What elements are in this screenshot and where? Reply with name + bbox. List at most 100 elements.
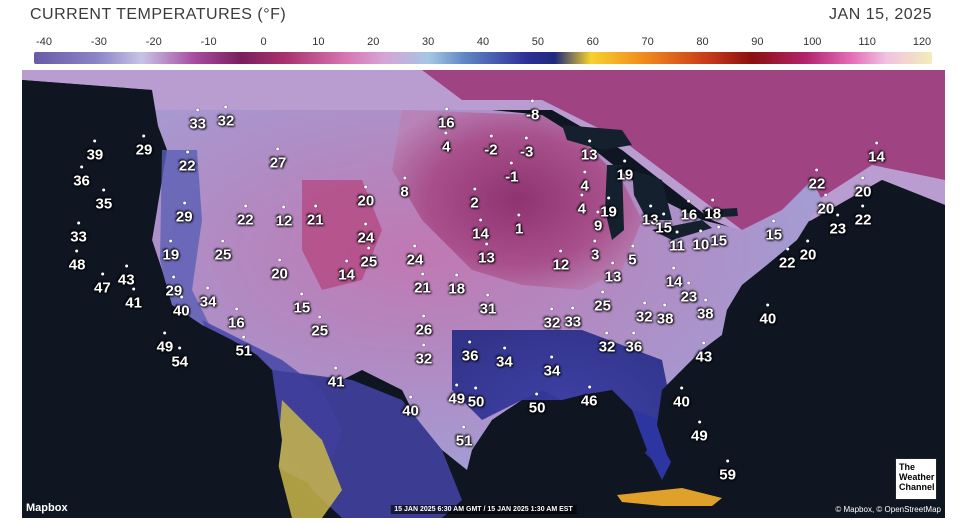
city-temperature-label[interactable]: 41	[125, 287, 142, 312]
city-temperature-label[interactable]: 13	[478, 242, 495, 267]
city-temperature-label[interactable]: 18	[704, 198, 721, 222]
city-temperature-label[interactable]: 36	[626, 331, 642, 355]
temperature-map[interactable]: 39 29 33 32 22 36 35 29 27 22 12 21 20 8 33 48 19 25 24 25 2…	[22, 70, 945, 518]
city-temperature-label[interactable]: 36	[462, 340, 478, 364]
city-temperature-label[interactable]: 21	[307, 204, 324, 228]
city-temperature-label[interactable]: 50	[529, 392, 545, 417]
city-temperature-label[interactable]: 25	[215, 239, 231, 264]
city-temperature-label[interactable]: 9	[594, 210, 602, 235]
city-temperature-label[interactable]: 20	[358, 185, 374, 210]
city-temperature-label[interactable]: 22	[809, 168, 825, 193]
city-temperature-label[interactable]: 48	[69, 249, 85, 273]
city-temperature-label[interactable]: 51	[456, 425, 472, 449]
city-temperature-label[interactable]: 25	[361, 246, 377, 270]
city-temperature-label[interactable]: 20	[855, 176, 871, 201]
city-temperature-label[interactable]: 47	[94, 272, 111, 296]
city-temperature-label[interactable]: 13	[642, 204, 659, 228]
city-temperature-label[interactable]: 40	[759, 303, 776, 327]
city-temperature-label[interactable]: 32	[218, 105, 234, 129]
city-temperature-label[interactable]: 15	[294, 292, 310, 316]
city-temperature-label[interactable]: 11	[669, 230, 685, 255]
city-temperature-label[interactable]: 24	[358, 222, 374, 247]
city-temperature-label[interactable]: 34	[200, 286, 216, 310]
city-temperature-label[interactable]: 18	[448, 273, 465, 298]
city-temperature-label[interactable]: 38	[697, 298, 714, 323]
city-temperature-label[interactable]: 22	[779, 247, 796, 272]
city-temperature-label[interactable]: 12	[553, 249, 569, 273]
city-temperature-label[interactable]: 32	[599, 331, 615, 355]
city-temperature-label[interactable]: -8	[526, 99, 539, 123]
mapbox-attribution-logo[interactable]: Mapbox	[26, 502, 68, 514]
city-temperature-label[interactable]: 25	[594, 290, 611, 315]
map-attribution[interactable]: © Mapbox, © OpenStreetMap	[835, 505, 941, 514]
city-temperature-label[interactable]: 20	[271, 258, 288, 282]
city-temperature-label[interactable]: 43	[695, 341, 712, 366]
city-temperature-label[interactable]: 50	[468, 386, 484, 411]
city-temperature-label[interactable]: 40	[402, 395, 419, 420]
city-temperature-label[interactable]: 46	[581, 385, 598, 409]
city-temperature-label[interactable]: 16	[681, 199, 697, 224]
city-temperature-label[interactable]: 49	[691, 420, 708, 445]
city-temperature-label[interactable]: 27	[270, 147, 286, 171]
city-temperature-label[interactable]: 39	[87, 139, 103, 163]
city-temperature-label[interactable]: 34	[496, 346, 513, 370]
weather-channel-logo[interactable]: The Weather Channel	[895, 458, 937, 500]
city-temperature-label[interactable]: 4	[578, 193, 586, 218]
city-temperature-label[interactable]: 2	[470, 187, 479, 211]
city-temperature-label[interactable]: 16	[438, 107, 455, 131]
city-temperature-label[interactable]: 12	[276, 205, 292, 230]
city-temperature-label[interactable]: 34	[544, 355, 560, 380]
city-temperature-label[interactable]: 33	[564, 306, 581, 330]
city-temperature-label[interactable]: -3	[520, 136, 533, 160]
city-temperature-label[interactable]: 20	[800, 239, 816, 264]
city-temperature-label[interactable]: -1	[505, 161, 518, 185]
city-temperature-label[interactable]: 40	[173, 295, 190, 319]
city-temperature-label[interactable]: 22	[179, 150, 196, 174]
city-temperature-label[interactable]: -2	[484, 134, 498, 159]
city-temperature-label[interactable]: 4	[581, 170, 589, 194]
city-temperature-label[interactable]: 20	[818, 193, 834, 218]
city-temperature-label[interactable]: 36	[73, 165, 90, 190]
city-temperature-label[interactable]: 35	[96, 188, 112, 213]
city-temperature-label[interactable]: 31	[480, 293, 496, 318]
city-temperature-label[interactable]: 23	[681, 281, 697, 306]
city-temperature-label[interactable]: 10	[693, 229, 709, 253]
city-temperature-label[interactable]: 32	[544, 307, 560, 332]
city-temperature-label[interactable]: 33	[70, 221, 87, 245]
city-temperature-label[interactable]: 3	[591, 239, 599, 264]
city-temperature-label[interactable]: 29	[136, 134, 152, 159]
city-temperature-label[interactable]: 32	[416, 343, 432, 367]
city-temperature-label[interactable]: 22	[855, 204, 871, 228]
city-temperature-label[interactable]: 22	[237, 204, 254, 228]
city-temperature-label[interactable]: 54	[171, 346, 188, 370]
city-temperature-label[interactable]: 15	[765, 219, 782, 244]
city-temperature-label[interactable]: 23	[829, 213, 846, 238]
city-temperature-label[interactable]: 8	[400, 176, 409, 201]
city-temperature-label[interactable]: 14	[472, 218, 489, 242]
city-temperature-label[interactable]: 24	[407, 244, 423, 269]
city-temperature-label[interactable]: 32	[636, 301, 653, 326]
city-temperature-label[interactable]: 41	[328, 366, 344, 391]
city-temperature-label[interactable]: 14	[868, 141, 885, 165]
city-temperature-label[interactable]: 4	[442, 131, 450, 156]
city-temperature-label[interactable]: 13	[581, 139, 598, 163]
city-temperature-label[interactable]: 19	[600, 196, 617, 221]
city-temperature-label[interactable]: 49	[157, 331, 173, 355]
city-temperature-label[interactable]: 49	[448, 383, 465, 408]
city-temperature-label[interactable]: 14	[666, 266, 682, 290]
city-temperature-label[interactable]: 59	[719, 459, 736, 483]
city-temperature-label[interactable]: 26	[416, 314, 432, 338]
city-temperature-label[interactable]: 29	[166, 275, 182, 299]
city-temperature-label[interactable]: 33	[189, 108, 206, 133]
city-temperature-label[interactable]: 43	[118, 264, 135, 289]
city-temperature-label[interactable]: 15	[710, 225, 727, 250]
city-temperature-label[interactable]: 21	[414, 272, 431, 296]
city-temperature-label[interactable]: 38	[657, 303, 673, 327]
city-temperature-label[interactable]: 1	[515, 213, 523, 238]
city-temperature-label[interactable]: 29	[176, 201, 193, 225]
city-temperature-label[interactable]: 16	[228, 307, 245, 332]
city-temperature-label[interactable]: 5	[628, 244, 637, 269]
city-temperature-label[interactable]: 51	[235, 335, 252, 360]
city-temperature-label[interactable]: 15	[655, 212, 672, 236]
city-temperature-label[interactable]: 14	[338, 259, 355, 284]
